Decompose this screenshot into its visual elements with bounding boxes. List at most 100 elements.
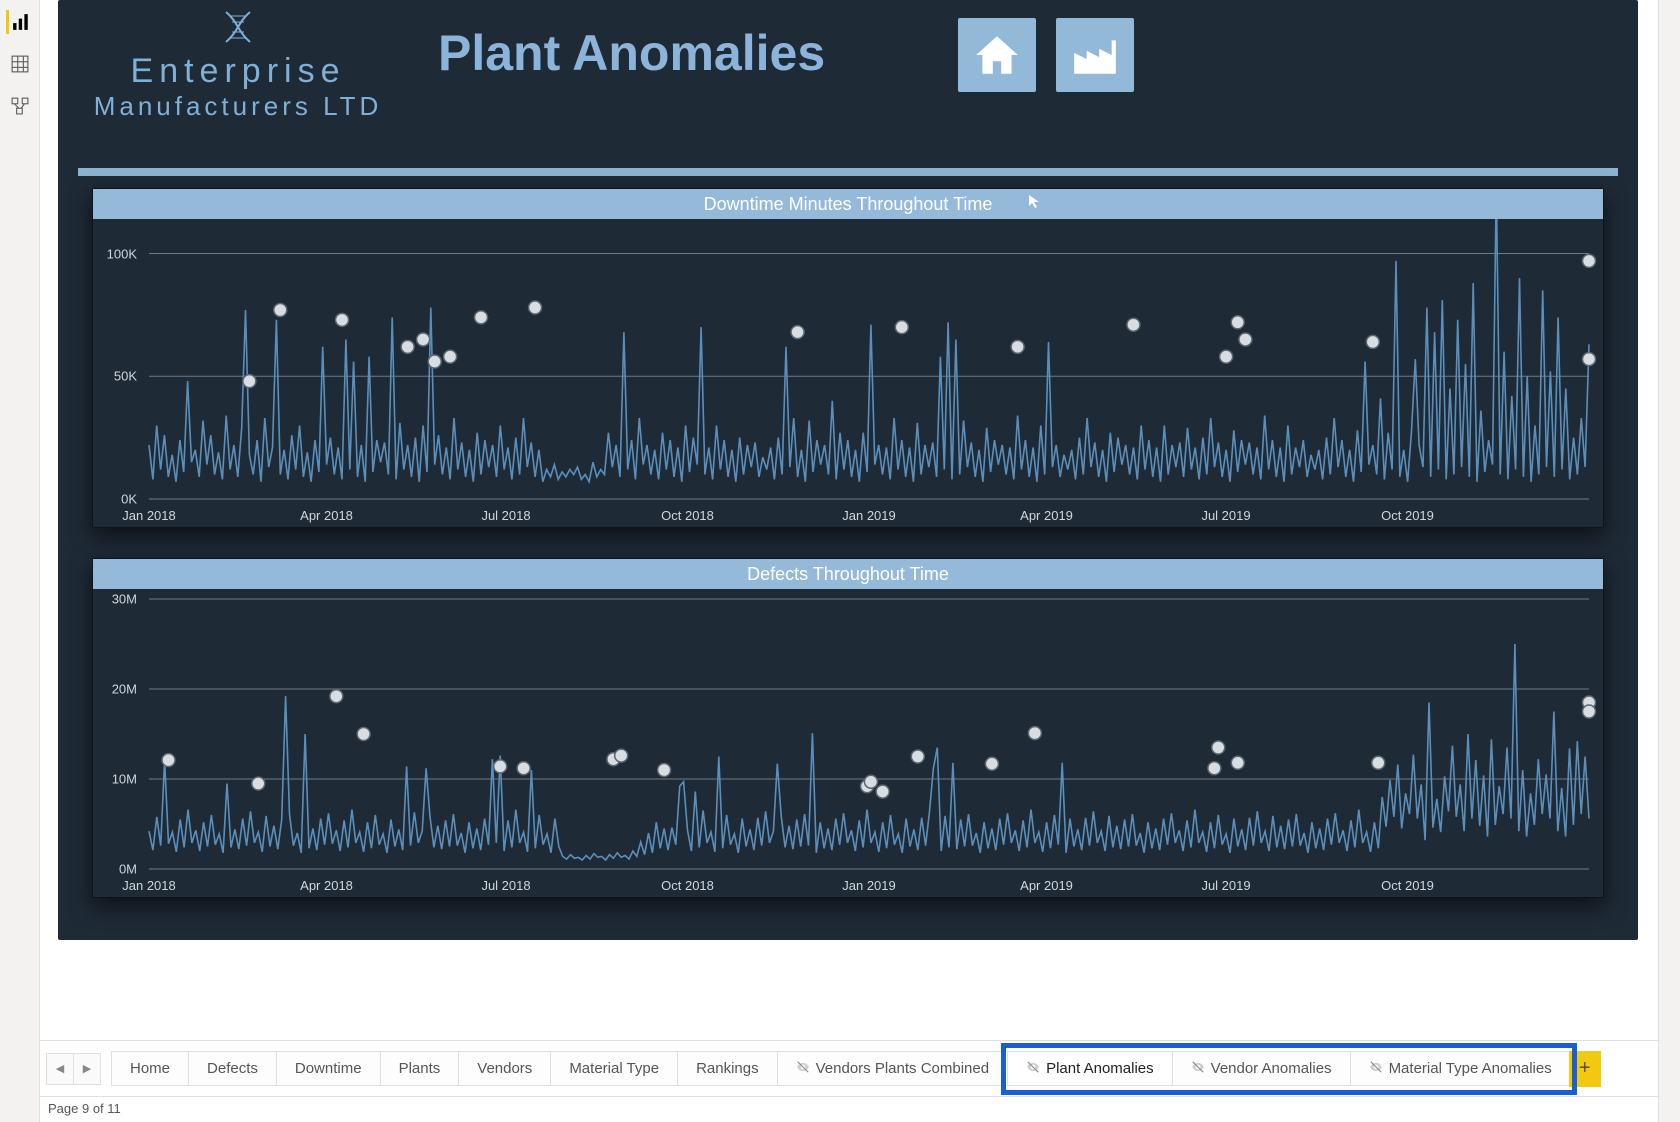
page-tab-label: Vendors Plants Combined bbox=[816, 1060, 989, 1077]
anomaly-marker[interactable] bbox=[658, 764, 671, 777]
anomaly-marker[interactable] bbox=[1011, 340, 1024, 353]
x-axis-tick-label: Apr 2018 bbox=[300, 878, 353, 893]
anomaly-marker[interactable] bbox=[864, 775, 877, 788]
anomaly-marker[interactable] bbox=[985, 757, 998, 770]
cursor-icon bbox=[1027, 193, 1043, 214]
page-tab[interactable]: Material Type Anomalies bbox=[1350, 1051, 1571, 1086]
anomaly-marker[interactable] bbox=[791, 326, 804, 339]
page-tab-label: Vendor Anomalies bbox=[1211, 1060, 1332, 1077]
page-tab-label: Plant Anomalies bbox=[1046, 1060, 1154, 1077]
anomaly-marker[interactable] bbox=[494, 760, 507, 773]
add-page-button[interactable]: + bbox=[1569, 1051, 1601, 1087]
page-tab[interactable]: Defects bbox=[188, 1051, 277, 1086]
anomaly-marker[interactable] bbox=[336, 313, 349, 326]
home-nav-button[interactable] bbox=[958, 18, 1036, 92]
page-tab-label: Downtime bbox=[295, 1060, 362, 1077]
anomaly-marker[interactable] bbox=[1231, 756, 1244, 769]
page-tab-label: Home bbox=[130, 1060, 170, 1077]
page-tab[interactable]: Vendors bbox=[458, 1051, 551, 1086]
anomaly-marker[interactable] bbox=[252, 777, 265, 790]
anomaly-marker[interactable] bbox=[330, 690, 343, 703]
hidden-page-icon bbox=[1191, 1060, 1205, 1077]
page-tab[interactable]: Vendors Plants Combined bbox=[777, 1051, 1008, 1086]
header-separator bbox=[78, 168, 1618, 176]
anomaly-marker[interactable] bbox=[1208, 762, 1221, 775]
home-icon bbox=[972, 30, 1022, 80]
anomaly-marker[interactable] bbox=[1212, 741, 1225, 754]
page-tab[interactable]: Plant Anomalies bbox=[1007, 1051, 1173, 1086]
anomaly-marker[interactable] bbox=[417, 333, 430, 346]
view-selector-bar bbox=[0, 0, 40, 1122]
page-tab-label: Plants bbox=[399, 1060, 441, 1077]
x-axis-tick-label: Apr 2019 bbox=[1020, 878, 1073, 893]
factory-icon bbox=[1070, 30, 1120, 80]
tab-scroll-right-button[interactable]: ▶ bbox=[73, 1053, 101, 1085]
downtime-chart-card[interactable]: Downtime Minutes Throughout Time 0K50K10… bbox=[92, 188, 1604, 528]
anomaly-marker[interactable] bbox=[243, 375, 256, 388]
page-tab[interactable]: Material Type bbox=[550, 1051, 678, 1086]
tab-scroll-left-button[interactable]: ◀ bbox=[46, 1053, 74, 1085]
anomaly-marker[interactable] bbox=[911, 750, 924, 763]
defects-chart-card[interactable]: Defects Throughout Time 0M10M20M30MJan 2… bbox=[92, 558, 1604, 898]
anomaly-marker[interactable] bbox=[1583, 705, 1596, 718]
anomaly-marker[interactable] bbox=[1583, 353, 1596, 366]
page-tab[interactable]: Rankings bbox=[677, 1051, 778, 1086]
anomaly-marker[interactable] bbox=[1239, 333, 1252, 346]
x-axis-tick-label: Jan 2018 bbox=[122, 878, 176, 893]
x-axis-tick-label: Jul 2019 bbox=[1201, 508, 1250, 523]
page-tab[interactable]: Home bbox=[111, 1051, 189, 1086]
anomaly-marker[interactable] bbox=[401, 340, 414, 353]
page-title: Plant Anomalies bbox=[438, 24, 825, 82]
anomaly-marker[interactable] bbox=[895, 321, 908, 334]
page-tab-label: Defects bbox=[207, 1060, 258, 1077]
data-view-icon[interactable] bbox=[8, 52, 32, 76]
x-axis-tick-label: Oct 2019 bbox=[1381, 508, 1434, 523]
downtime-chart-title: Downtime Minutes Throughout Time bbox=[704, 194, 993, 215]
hidden-page-icon bbox=[796, 1060, 810, 1077]
anomaly-marker[interactable] bbox=[475, 311, 488, 324]
anomaly-marker[interactable] bbox=[444, 350, 457, 363]
page-tab[interactable]: Vendor Anomalies bbox=[1172, 1051, 1351, 1086]
x-axis-tick-label: Jan 2019 bbox=[842, 878, 896, 893]
anomaly-marker[interactable] bbox=[1220, 350, 1233, 363]
x-axis-tick-label: Apr 2018 bbox=[300, 508, 353, 523]
anomaly-marker[interactable] bbox=[1583, 254, 1596, 267]
report-header: Enterprise Manufacturers LTD Plant Anoma… bbox=[58, 0, 1638, 150]
report-canvas-wrap: Enterprise Manufacturers LTD Plant Anoma… bbox=[40, 0, 1658, 1040]
anomaly-marker[interactable] bbox=[517, 762, 530, 775]
anomaly-marker[interactable] bbox=[1372, 756, 1385, 769]
anomaly-marker[interactable] bbox=[274, 304, 287, 317]
defects-chart-title-bar: Defects Throughout Time bbox=[93, 559, 1603, 589]
x-axis-tick-label: Jul 2019 bbox=[1201, 878, 1250, 893]
chart-svg bbox=[93, 589, 1603, 897]
anomaly-marker[interactable] bbox=[876, 785, 889, 798]
status-bar: Page 9 of 11 bbox=[40, 1096, 1658, 1122]
anomaly-marker[interactable] bbox=[162, 754, 175, 767]
page-tab-label: Material Type Anomalies bbox=[1389, 1060, 1552, 1077]
model-view-icon[interactable] bbox=[8, 94, 32, 118]
page-tab-label: Rankings bbox=[696, 1060, 759, 1077]
x-axis-tick-label: Jan 2018 bbox=[122, 508, 176, 523]
anomaly-marker[interactable] bbox=[615, 749, 628, 762]
plant-nav-button[interactable] bbox=[1056, 18, 1134, 92]
anomaly-marker[interactable] bbox=[1231, 316, 1244, 329]
anomaly-marker[interactable] bbox=[1127, 318, 1140, 331]
anomaly-marker[interactable] bbox=[428, 355, 441, 368]
anomaly-marker[interactable] bbox=[1366, 335, 1379, 348]
logo-line1: Enterprise bbox=[83, 52, 393, 91]
status-text: Page 9 of 11 bbox=[48, 1101, 121, 1116]
anomaly-marker[interactable] bbox=[1028, 727, 1041, 740]
report-view-icon[interactable] bbox=[6, 10, 30, 34]
page-tab[interactable]: Plants bbox=[380, 1051, 460, 1086]
page-tab[interactable]: Downtime bbox=[276, 1051, 381, 1086]
anomaly-marker[interactable] bbox=[529, 301, 542, 314]
x-axis-tick-label: Oct 2018 bbox=[661, 878, 714, 893]
right-collapsed-panes[interactable] bbox=[1658, 0, 1680, 1122]
defects-chart-body: 0M10M20M30MJan 2018Apr 2018Jul 2018Oct 2… bbox=[93, 589, 1603, 897]
defects-chart-title: Defects Throughout Time bbox=[747, 564, 949, 585]
hidden-page-icon bbox=[1026, 1060, 1040, 1077]
company-logo: Enterprise Manufacturers LTD bbox=[83, 10, 393, 122]
dna-icon bbox=[83, 10, 393, 52]
anomaly-marker[interactable] bbox=[357, 728, 370, 741]
logo-line2: Manufacturers LTD bbox=[83, 91, 393, 122]
